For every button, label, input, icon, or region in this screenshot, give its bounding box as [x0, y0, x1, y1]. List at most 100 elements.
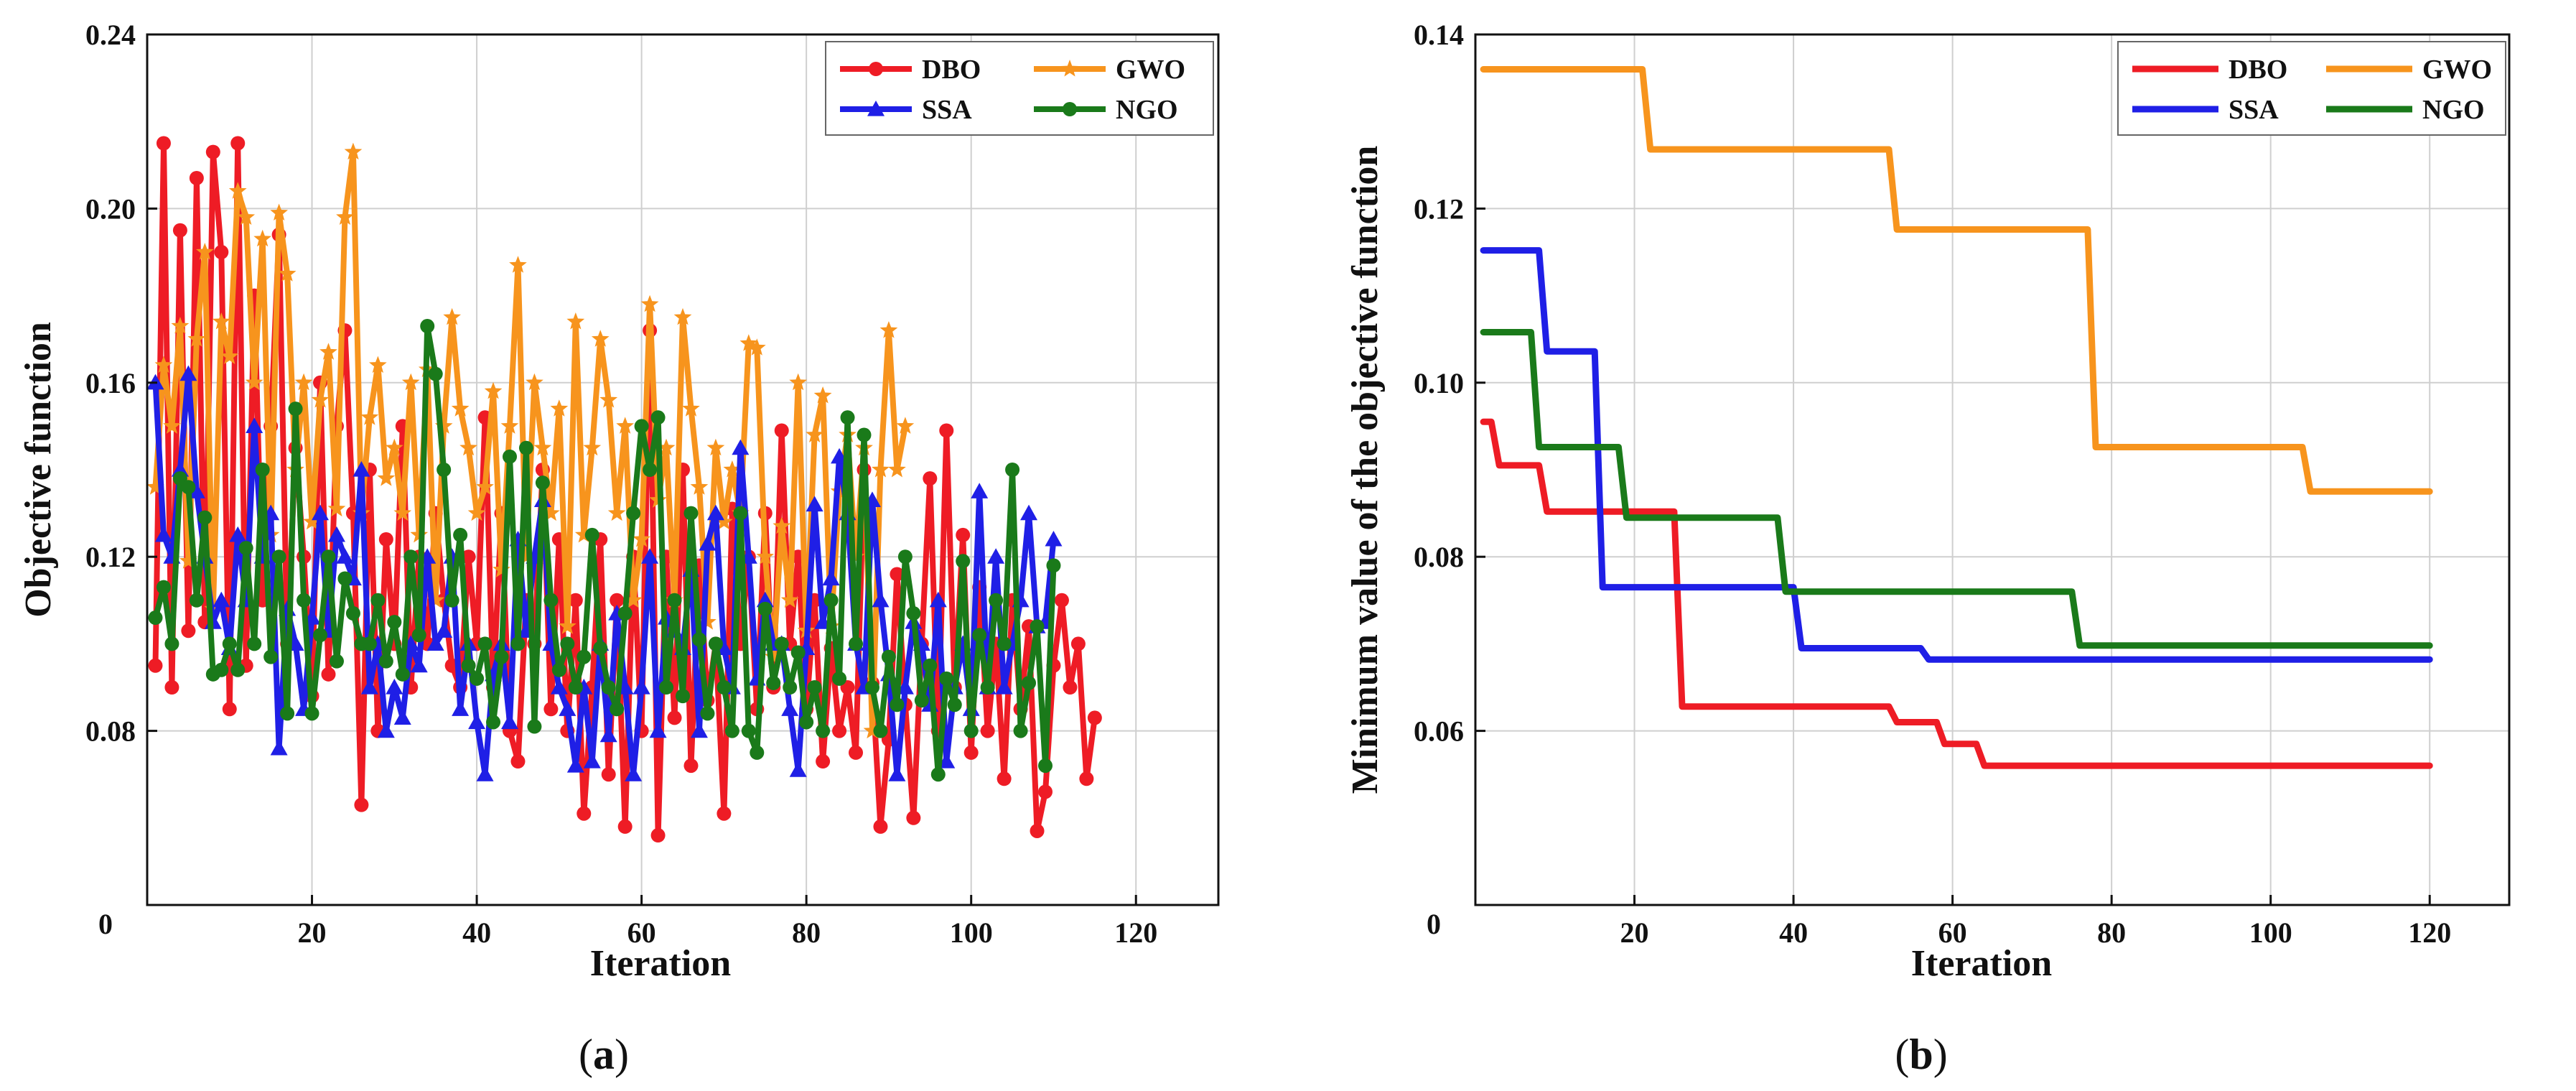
chart-a-legend-label-ngo: NGO: [1116, 95, 1178, 125]
chart-a-series-gwo-point: [443, 307, 461, 325]
chart-a-series-dbo-point: [156, 136, 171, 151]
chart-a-series-ssa-point: [699, 535, 717, 551]
chart-a-series-gwo-point: [789, 373, 807, 391]
chart-a-series-gwo-point: [426, 590, 445, 608]
chart-a-series-ngo-point: [873, 723, 888, 738]
chart-a-series-dbo-point: [963, 745, 979, 760]
chart-a-series-ngo-point: [972, 628, 987, 643]
chart-a-series-ssa-point: [476, 766, 494, 781]
chart-a-ytick-label: 0.20: [85, 192, 136, 225]
chart-a-series-dbo-point: [461, 549, 476, 565]
chart-a-series-gwo-point: [303, 512, 321, 530]
chart-a-series-ngo-point: [387, 615, 402, 630]
chart-a-series-ngo-point: [864, 680, 879, 695]
chart-a-series-ngo-point: [230, 662, 246, 677]
chart-a-series-ngo-point: [634, 419, 649, 434]
chart-b-grid: [1475, 34, 2509, 905]
chart-a-ytick-label: 0.16: [85, 367, 136, 399]
chart-b-ytick-label: 0.12: [1414, 192, 1464, 225]
chart-a-series-ssa-point: [187, 483, 205, 498]
chart-a-series-ngo-point: [593, 641, 608, 656]
chart-a-series-ngo-point: [980, 680, 995, 695]
chart-a-series-gwo-point: [360, 408, 379, 425]
chart-a-ytick-label: 0.08: [85, 715, 136, 748]
chart-b-xtick-label: 20: [1620, 916, 1649, 949]
chart-a-series-dbo-point: [1070, 636, 1086, 651]
chart-a-series-gwo-point: [633, 530, 650, 547]
chart-a-series-dbo-point: [172, 223, 187, 238]
chart-a-series-ssa-point: [468, 713, 486, 730]
chart-a-series-gwo-point: [187, 330, 206, 347]
chart-a-series-ngo-point: [453, 527, 468, 542]
chart-a-series-ngo-line: [152, 323, 1057, 778]
chart-a-series-gwo-point: [451, 399, 470, 417]
chart-a-series-dbo-point: [1037, 784, 1053, 799]
chart-b-plot-area: [1475, 34, 2509, 905]
chart-b-legend-label-dbo: DBO: [2229, 55, 2287, 85]
chart-a-series-ngo-point: [494, 649, 509, 664]
chart-a-series-ssa-point: [312, 504, 330, 521]
chart-a-series-ngo-point: [667, 593, 682, 608]
chart-a-series-gwo-point: [212, 312, 230, 330]
chart-a-series-ngo-point: [601, 680, 616, 695]
chart-a-series-gwo-point: [377, 469, 396, 486]
chart-a-series-gwo-point: [294, 373, 313, 391]
chart-a-series-gwo-point: [171, 317, 190, 334]
chart-a-series-ngo-point: [816, 723, 831, 738]
chart-a-series-gwo-line: [152, 149, 908, 734]
chart-a-series-ngo-point: [568, 680, 583, 695]
chart-a-series-gwo-point: [517, 547, 536, 565]
chart-a-series-gwo-point: [369, 356, 387, 373]
chart-a-series-gwo-point: [327, 499, 346, 517]
chart-a-series-ngo-point: [370, 593, 386, 608]
chart-a-series-ngo-point: [906, 605, 921, 621]
chart-a-series-dbo-point: [997, 771, 1012, 786]
chart-a-series-ngo-point: [337, 571, 353, 586]
chart-a-series-ngo-point: [247, 636, 262, 651]
chart-a-series-gwo-point: [278, 264, 297, 282]
chart-a-series-gwo-point: [179, 552, 197, 569]
chart-a-series-gwo-point: [509, 256, 527, 273]
chart-a-series-ngo-point: [708, 636, 723, 651]
chart-a-series-gwo-point: [872, 460, 890, 478]
chart-a-series-ngo-point: [832, 671, 847, 686]
chart-a-series-gwo-point: [846, 547, 865, 565]
chart-a-series-ngo-point: [857, 427, 872, 442]
chart-b-legend-box: [2117, 41, 2506, 136]
chart-b-series-dbo-line: [1480, 418, 2433, 769]
chart-a-series-gwo-point: [624, 590, 643, 608]
chart-a-xtick-label: 100: [950, 916, 993, 949]
chart-a-series-gwo-point: [657, 438, 676, 456]
chart-a-series-ngo-point: [304, 706, 319, 721]
chart-a-series-ngo-point: [1030, 619, 1045, 634]
chart-b-ytick-label: 0.14: [1414, 19, 1464, 51]
chart-a-series-ngo-point: [1005, 463, 1020, 477]
chart-a-series-ngo-point: [939, 671, 954, 686]
chart-b-series-gwo-line: [1480, 66, 2433, 495]
chart-a-ylabel: Objective function: [18, 322, 59, 618]
chart-a-series-gwo-point: [220, 347, 239, 364]
chart-b-series: [1480, 66, 2433, 769]
chart-a-series-ngo-point: [420, 319, 435, 334]
chart-a-series-ngo-point: [997, 636, 1012, 651]
chart-a-series-gwo-point: [467, 503, 486, 521]
chart-a-series-gwo-point: [879, 321, 898, 338]
chart-a-series-ngo-point: [280, 706, 295, 721]
chart-a-series-ngo-point: [897, 549, 913, 565]
chart-b-xtick-label: 120: [2408, 916, 2451, 949]
chart-a-series-dbo-point: [601, 767, 616, 782]
chart-a-series-ngo-point: [477, 636, 493, 651]
chart-b-ylabel: Minimum value of the objective function: [1345, 146, 1386, 794]
chart-a-series-gwo-point: [533, 438, 552, 456]
chart-a-series-dbo-point: [980, 723, 995, 738]
chart-a-series-dbo-point: [577, 806, 592, 821]
chart-a-series-ssa-point: [353, 461, 370, 477]
chart-a-series-ssa-point: [566, 757, 584, 773]
chart-b-xtick-label: 60: [1938, 916, 1967, 949]
chart-a-series-ssa-point: [625, 766, 643, 781]
chart-a-xtick-label: 20: [298, 916, 327, 949]
chart-a-series-ngo-point: [411, 628, 426, 643]
chart-a-series-ngo-point: [750, 745, 765, 760]
chart-a-series-gwo-point: [385, 438, 403, 456]
